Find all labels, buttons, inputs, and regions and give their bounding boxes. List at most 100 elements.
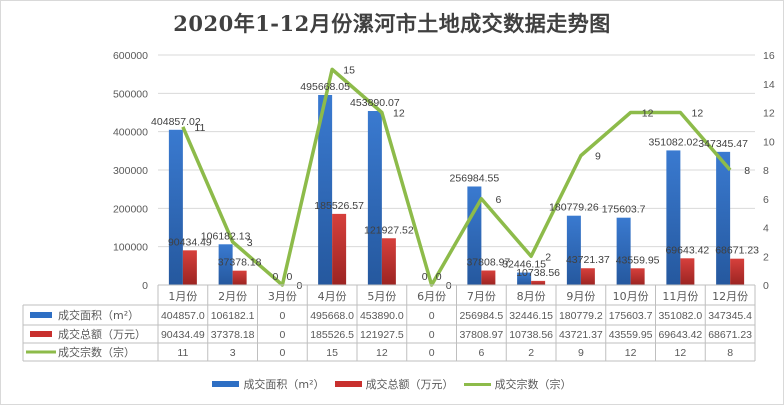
y-left-tick: 300000 xyxy=(113,165,148,177)
y-left-tick: 200000 xyxy=(113,203,148,215)
bar-area xyxy=(616,217,631,285)
bar-area xyxy=(716,151,731,285)
table-cell: 12 xyxy=(675,347,687,359)
label-amount: 37378.18 xyxy=(218,257,262,269)
table-cell: 68671.23 xyxy=(708,329,752,341)
bar-amount xyxy=(531,280,546,285)
bar-amount xyxy=(630,268,645,285)
table-cell: 347345.4 xyxy=(708,310,752,322)
label-amount: 0 xyxy=(436,271,442,283)
table-cell: 43721.37 xyxy=(559,329,603,341)
y-right-tick: 10 xyxy=(763,136,775,148)
label-amount: 90434.49 xyxy=(168,236,212,248)
label-area: 495668.05 xyxy=(300,81,350,93)
table-cell: 90434.49 xyxy=(161,329,205,341)
category-label: 5月份 xyxy=(367,290,396,303)
legend: 成交面积（m²） 成交总额（万元） 成交宗数（宗） xyxy=(0,376,784,392)
bar-amount xyxy=(232,270,247,285)
table-cell: 10738.56 xyxy=(509,329,553,341)
y-right-tick: 12 xyxy=(763,108,775,120)
table-cell: 0 xyxy=(279,310,285,322)
label-count: 12 xyxy=(642,108,654,120)
bar-area xyxy=(367,111,382,285)
label-amount: 121927.52 xyxy=(364,224,414,236)
label-count: 6 xyxy=(495,194,501,206)
category-label: 3月份 xyxy=(268,290,297,303)
table-cell: 256984.5 xyxy=(459,310,503,322)
bar-area xyxy=(666,150,681,285)
y-left-tick: 400000 xyxy=(113,127,148,139)
legend-label-area: 成交面积（m²） xyxy=(243,378,325,391)
legend-swatch-area xyxy=(212,381,240,387)
label-amount: 0 xyxy=(286,271,292,283)
table-cell: 3 xyxy=(230,347,236,359)
label-amount: 69643.42 xyxy=(665,244,709,256)
label-amount: 43559.95 xyxy=(616,254,660,266)
line-count xyxy=(181,67,732,287)
label-area: 351082.02 xyxy=(649,136,699,148)
label-area: 0 xyxy=(422,271,428,283)
table-cell: 8 xyxy=(727,347,733,359)
table-cell: 404857.0 xyxy=(161,310,205,322)
y-left-tick: 0 xyxy=(142,280,148,292)
bar-area xyxy=(566,215,581,285)
category-label: 7月份 xyxy=(467,290,496,303)
table-row-label: 成交面积（m²） xyxy=(58,308,139,322)
table-cell: 0 xyxy=(429,329,435,341)
label-area: 32446.15 xyxy=(502,259,546,271)
bar-area xyxy=(218,244,233,285)
label-count: 0 xyxy=(446,280,452,292)
label-area: 175603.7 xyxy=(602,204,646,216)
table-cell: 12 xyxy=(625,347,637,359)
y-left-tick: 600000 xyxy=(113,50,148,62)
label-count: 0 xyxy=(296,280,302,292)
bar-amount xyxy=(730,258,745,285)
bar-area xyxy=(318,94,333,285)
label-count: 15 xyxy=(343,64,355,76)
label-area: 180779.26 xyxy=(549,202,599,214)
y-right-tick: 6 xyxy=(763,194,769,206)
y-right-tick: 16 xyxy=(763,50,775,62)
y-left-tick: 100000 xyxy=(113,242,148,254)
table-swatch xyxy=(30,331,52,337)
y-left-tick: 500000 xyxy=(113,88,148,100)
table-cell: 15 xyxy=(326,347,338,359)
category-label: 1月份 xyxy=(168,290,197,303)
table-cell: 0 xyxy=(429,347,435,359)
table-cell: 0 xyxy=(279,329,285,341)
table-cell: 180779.2 xyxy=(559,310,603,322)
y-right-tick: 8 xyxy=(763,165,769,177)
table-cell: 453890.0 xyxy=(360,310,404,322)
bar-area xyxy=(517,272,532,285)
label-count: 12 xyxy=(393,108,405,120)
legend-swatch-amount xyxy=(334,381,362,387)
bar-amount xyxy=(481,270,496,285)
label-amount: 37808.97 xyxy=(466,257,510,269)
bar-amount xyxy=(680,258,695,285)
label-area: 106182.13 xyxy=(201,230,251,242)
category-label: 8月份 xyxy=(517,290,546,303)
label-count: 11 xyxy=(194,122,205,134)
table-cell: 43559.95 xyxy=(609,329,653,341)
table-cell: 32446.15 xyxy=(509,310,553,322)
category-label: 2月份 xyxy=(218,290,247,303)
bar-area xyxy=(467,186,482,285)
legend-item-area: 成交面积（m²） xyxy=(212,376,325,392)
label-amount: 10738.56 xyxy=(516,267,560,279)
label-amount: 185526.57 xyxy=(314,200,364,212)
label-count: 8 xyxy=(744,165,750,177)
label-area: 404857.02 xyxy=(151,116,201,128)
table-cell: 495668.0 xyxy=(310,310,354,322)
label-area: 453890.07 xyxy=(350,97,400,109)
table-cell: 106182.1 xyxy=(211,310,255,322)
table-cell: 2 xyxy=(528,347,534,359)
table-cell: 6 xyxy=(478,347,484,359)
legend-item-amount: 成交总额（万元） xyxy=(334,376,454,392)
legend-label-count: 成交宗数（宗） xyxy=(494,378,572,391)
label-amount: 43721.37 xyxy=(566,254,610,266)
table-cell: 12 xyxy=(376,347,388,359)
table-cell: 121927.5 xyxy=(360,329,404,341)
table-swatch xyxy=(30,312,52,318)
y-right-tick: 2 xyxy=(763,251,769,263)
